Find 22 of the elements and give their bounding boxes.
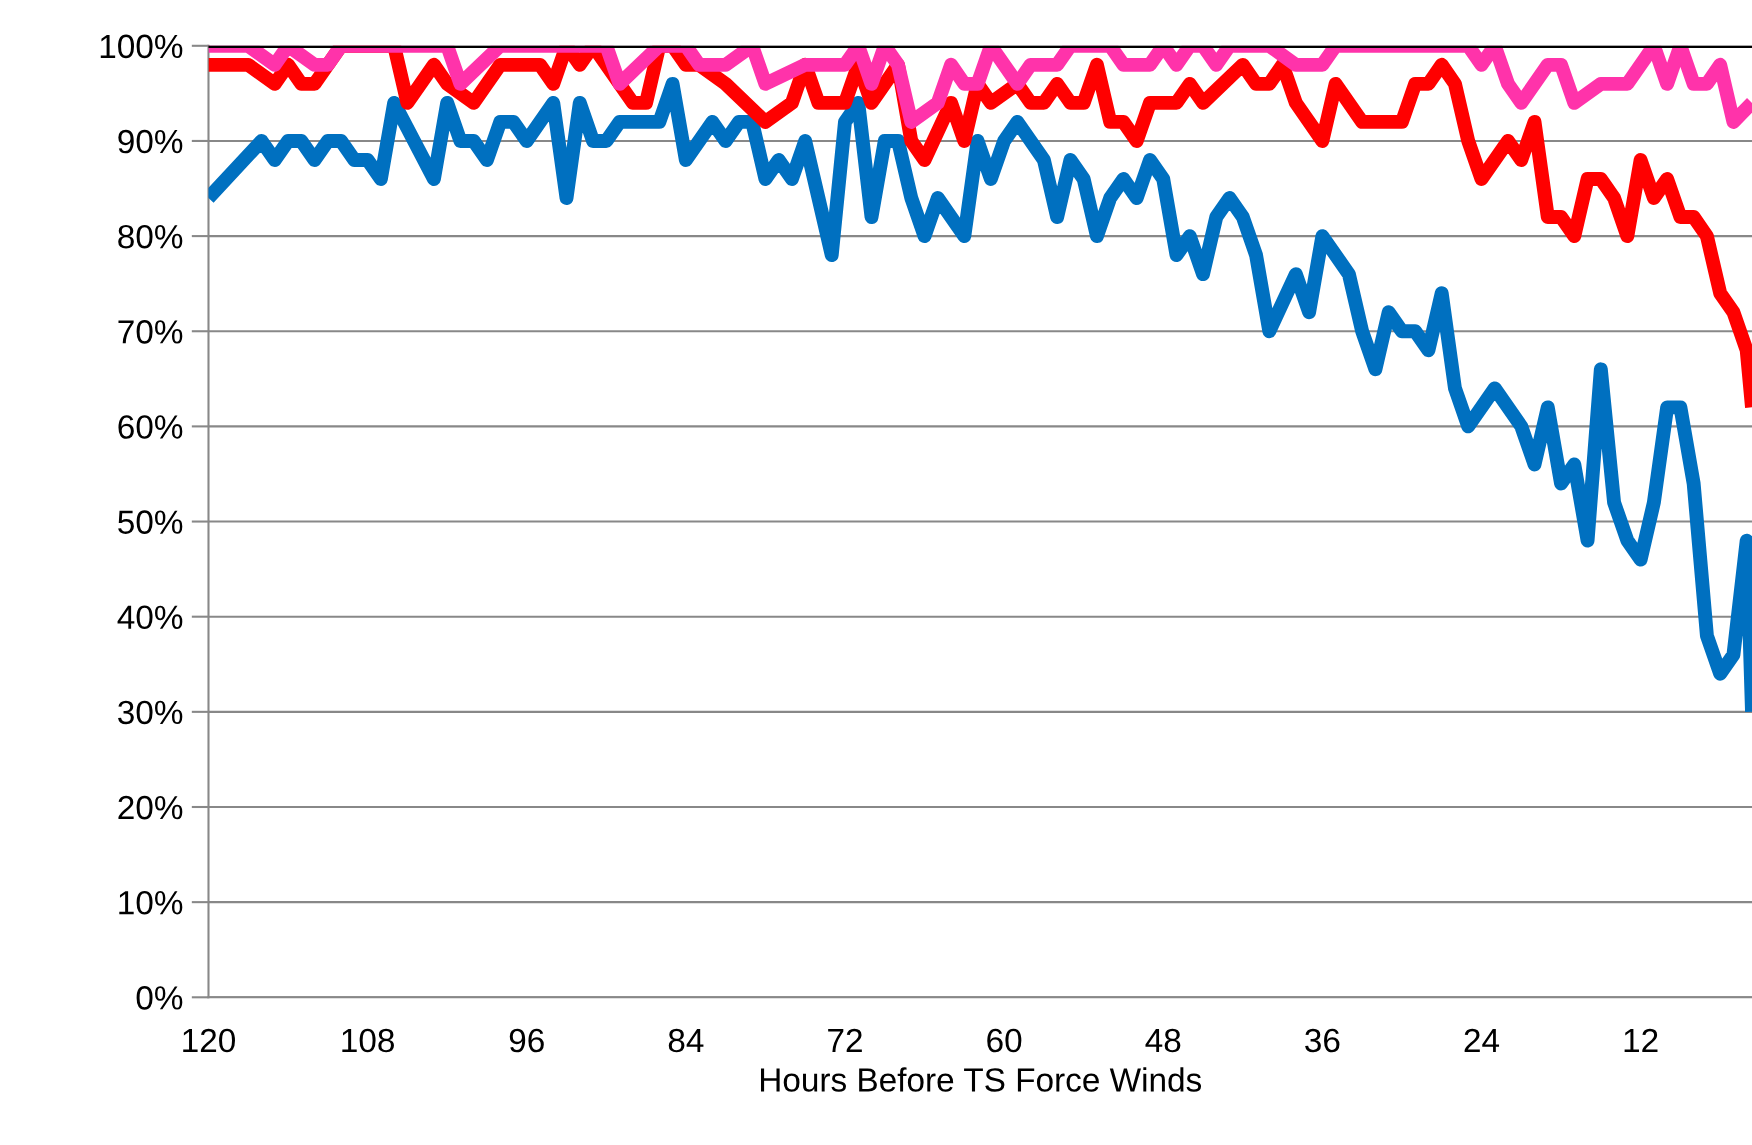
y-tick-label: 60% [118, 415, 183, 439]
y-tick-label: 80% [118, 224, 183, 249]
x-tick-label: 120 [183, 1028, 235, 1053]
y-tick-label: 40% [117, 605, 183, 630]
y-tick-label: 30% [118, 700, 183, 725]
y-tick-label: 90% [118, 129, 183, 154]
x-tick-label: 84 [668, 1028, 704, 1053]
x-axis-title: Hours Before TS Force Winds [760, 1067, 1202, 1092]
x-tick-label: 108 [342, 1028, 394, 1053]
x-tick-label: 96 [509, 1028, 544, 1053]
y-tick-label: 20% [118, 795, 183, 820]
y-tick-label: 0% [136, 986, 183, 1010]
y-tick-label: 70% [118, 320, 183, 344]
x-tick-label: 24 [1464, 1028, 1500, 1053]
x-tick-label: 36 [1305, 1028, 1340, 1053]
x-tick-label: 48 [1145, 1028, 1181, 1053]
y-tick-label: 50% [118, 510, 183, 534]
x-tick-label: 60 [987, 1028, 1022, 1053]
x-tick-label: 72 [828, 1028, 862, 1053]
y-tick-label: 10% [119, 890, 183, 915]
y-tick-label: 100% [100, 34, 183, 59]
x-tick-label: 12 [1624, 1028, 1658, 1053]
